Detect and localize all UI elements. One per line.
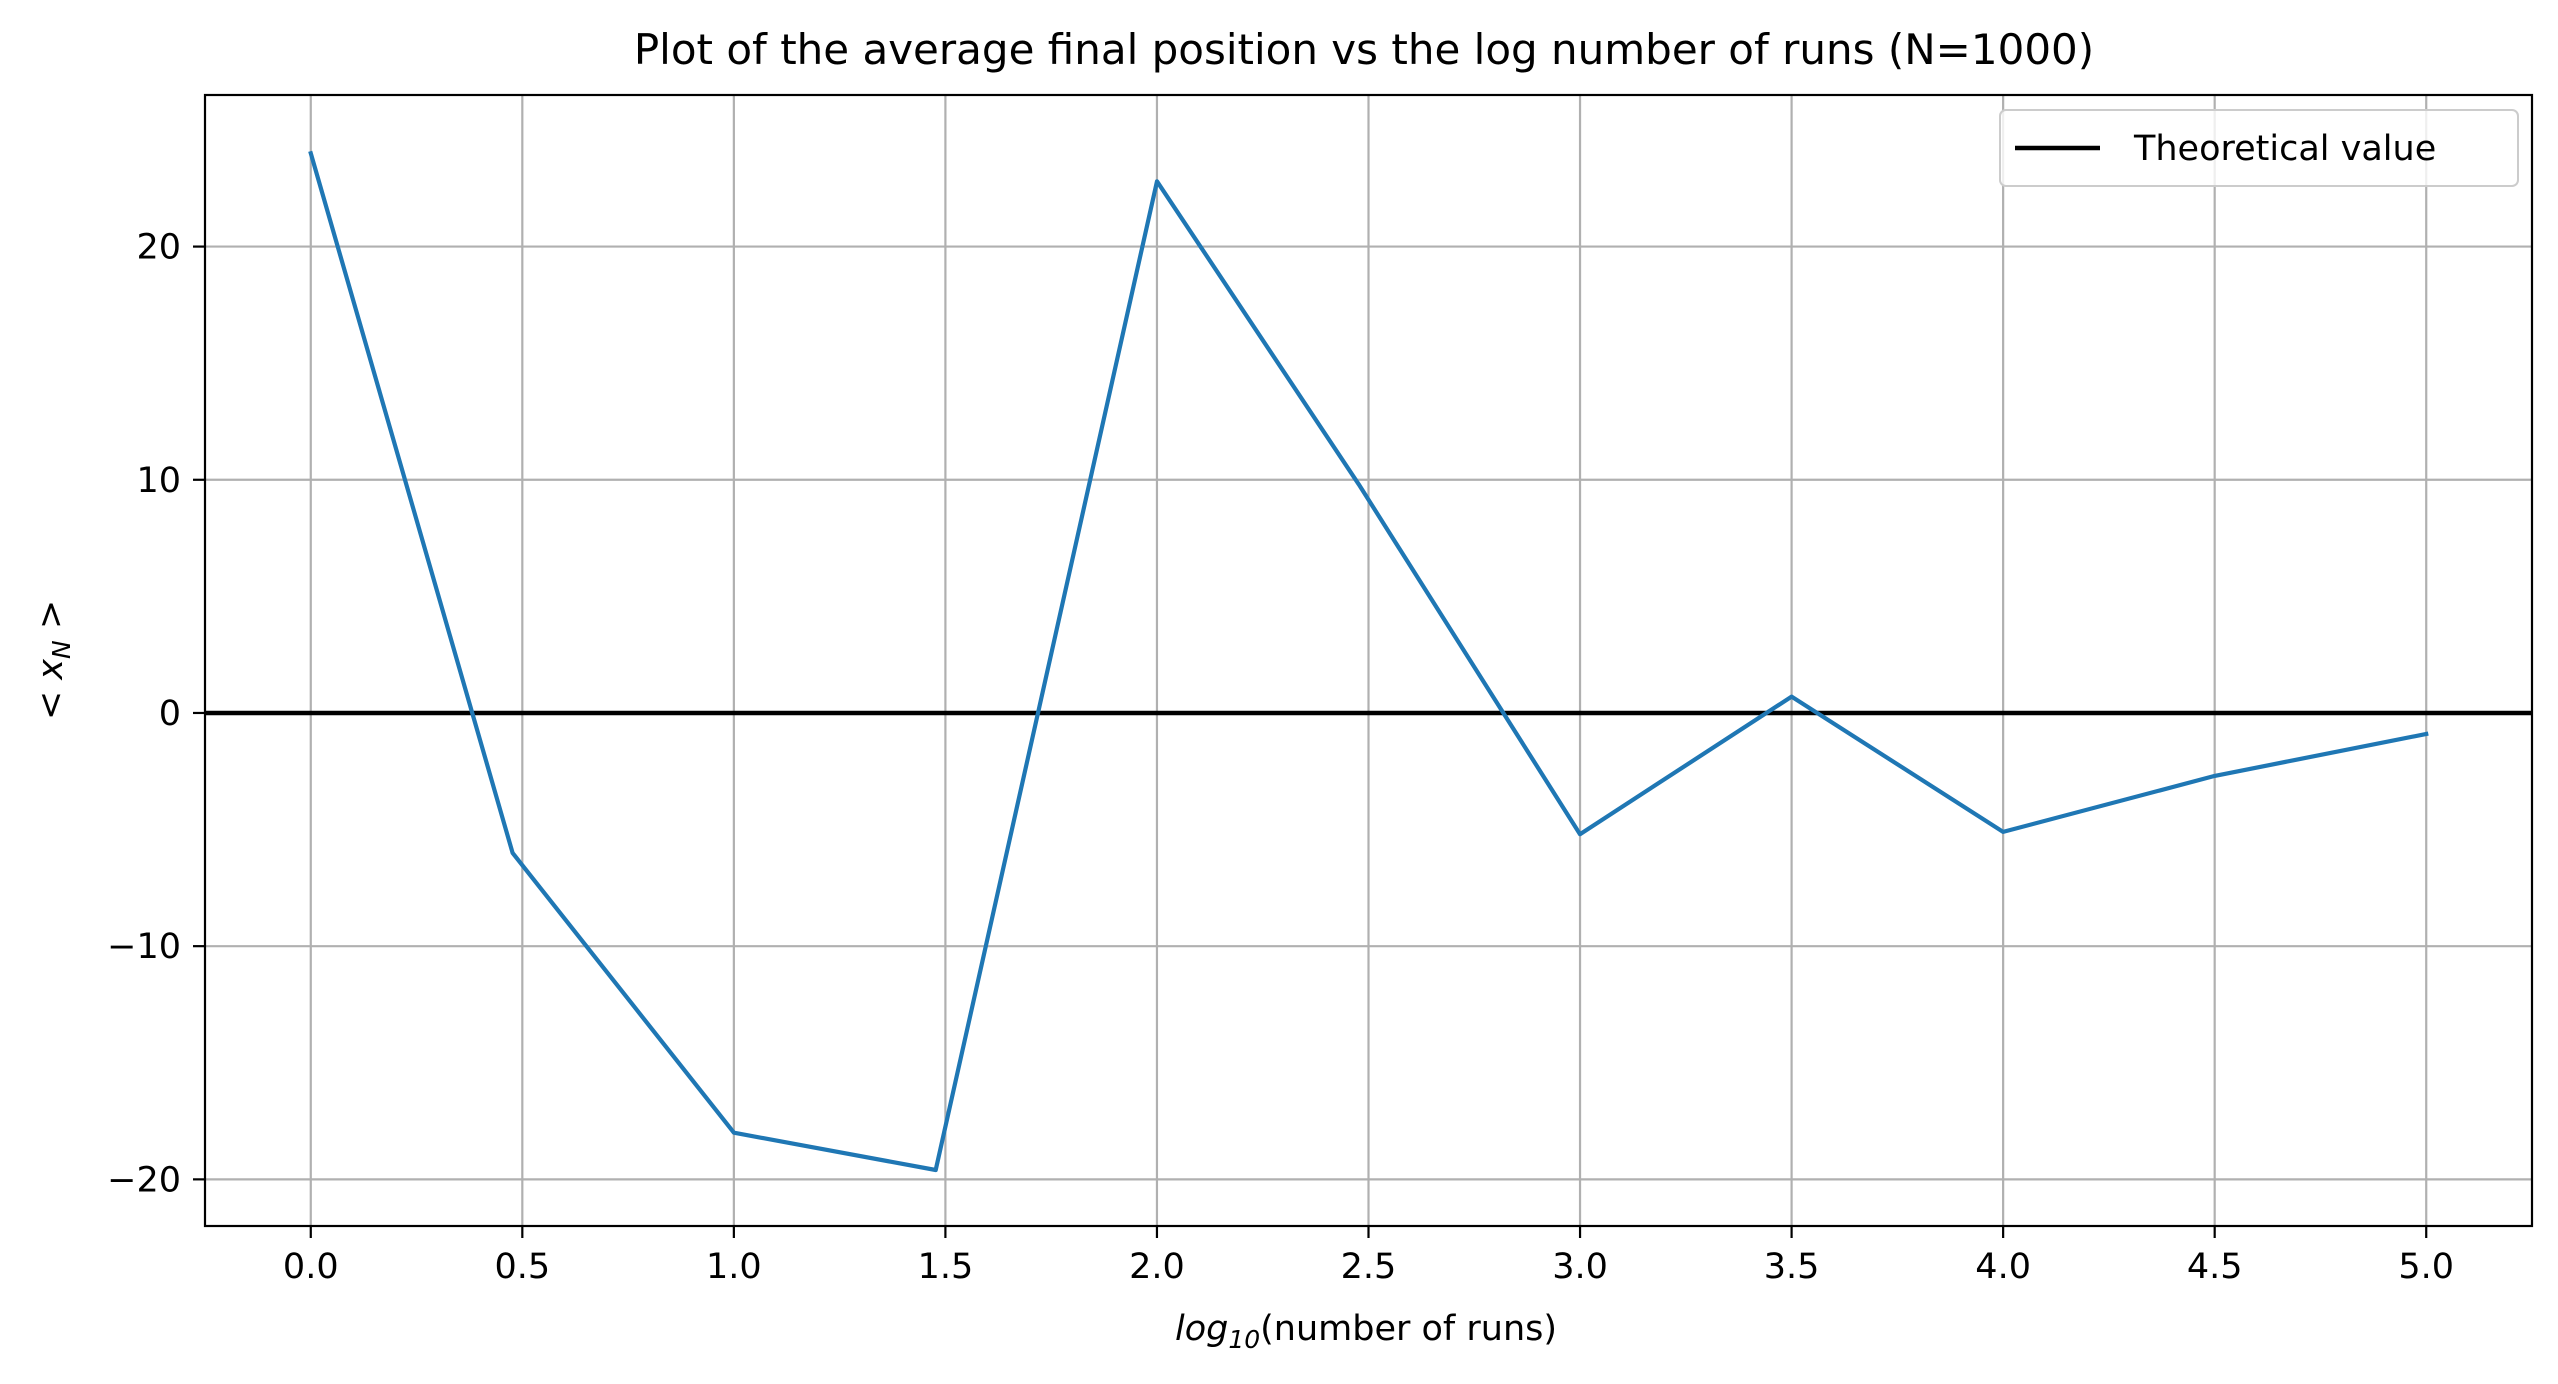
y-axis-label: < xN > <box>31 600 76 720</box>
y-tick-label: −10 <box>107 927 181 967</box>
x-tick-label: 2.0 <box>1129 1247 1185 1287</box>
legend: Theoretical value <box>1999 109 2519 187</box>
x-tick-label: 1.5 <box>918 1247 974 1287</box>
x-axis: 0.0 0.5 1.0 1.5 2.0 2.5 3.0 3.5 4.0 4.5 5.0 <box>283 1226 2454 1287</box>
y-tick-label: −20 <box>107 1160 181 1200</box>
series-layer <box>308 150 2429 1173</box>
x-tick-label: 3.0 <box>1552 1247 1608 1287</box>
y-axis: −20 −10 0 10 20 <box>107 228 205 1200</box>
y-axis-label-var: x <box>31 659 71 681</box>
y-tick-label: 0 <box>159 694 181 734</box>
x-tick-label: 4.5 <box>2187 1247 2243 1287</box>
chart-title: Plot of the average final position vs th… <box>634 25 2094 74</box>
x-tick-label: 4.0 <box>1975 1247 2031 1287</box>
y-tick-label: 20 <box>136 228 181 268</box>
y-axis-label-left: < <box>31 680 71 720</box>
x-tick-label: 0.5 <box>494 1247 550 1287</box>
x-tick-label: 3.5 <box>1764 1247 1820 1287</box>
y-axis-label-subscript: N <box>47 640 76 659</box>
x-axis-label-log: log <box>1175 1309 1228 1349</box>
x-axis-label-text: (number of runs) <box>1260 1309 1557 1349</box>
legend-box <box>1999 109 2519 187</box>
x-tick-label: 0.0 <box>283 1247 339 1287</box>
x-tick-label: 5.0 <box>2398 1247 2454 1287</box>
y-tick-label: 10 <box>136 461 181 501</box>
x-axis-label: log10(number of runs) <box>1175 1309 1557 1354</box>
legend-label-theoretical: Theoretical value <box>2133 129 2436 169</box>
grid <box>205 95 2532 1226</box>
y-axis-label-right: > <box>31 600 71 640</box>
x-tick-label: 2.5 <box>1341 1247 1397 1287</box>
x-axis-label-subscript: 10 <box>1228 1325 1260 1354</box>
x-tick-label: 1.0 <box>706 1247 762 1287</box>
